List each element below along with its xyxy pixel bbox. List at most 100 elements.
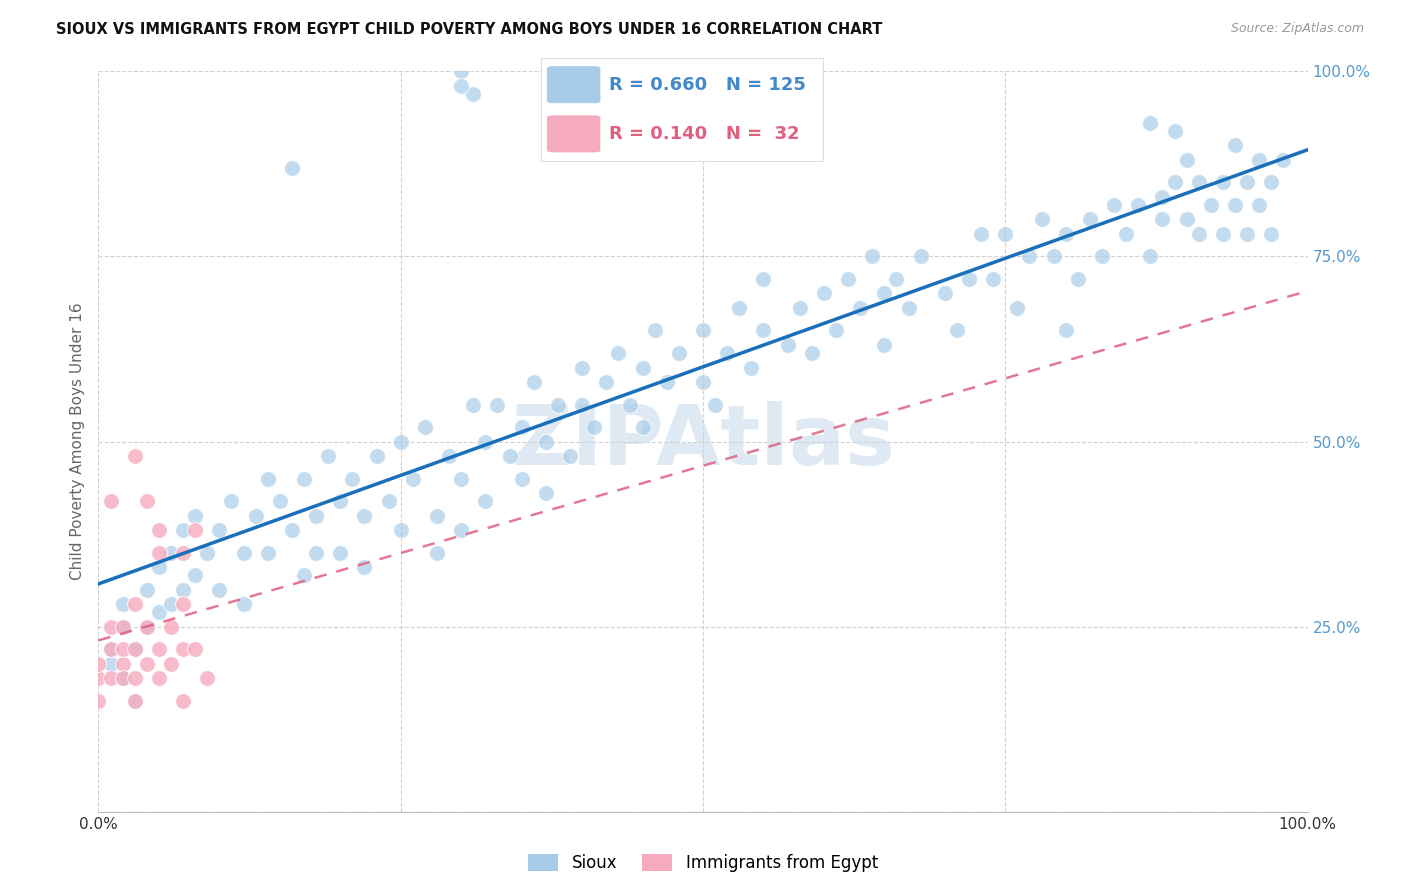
Point (1115, 227, 1137, 242)
Point (111, 672, 134, 686)
Point (934, 286, 956, 301)
Point (160, 598, 183, 612)
Point (1199, 197, 1222, 211)
Point (148, 546, 170, 560)
Point (1188, 175, 1211, 190)
Point (450, 64, 472, 78)
Point (463, 87, 485, 101)
Point (450, 524, 472, 538)
FancyBboxPatch shape (547, 66, 600, 103)
Point (523, 376, 546, 390)
Point (450, 79, 472, 94)
Point (413, 419, 436, 434)
Point (825, 324, 848, 338)
Point (1031, 212, 1053, 227)
Point (245, 508, 267, 523)
Point (571, 360, 593, 375)
Point (837, 271, 859, 285)
Point (124, 641, 146, 656)
Point (1054, 324, 1077, 338)
Point (1152, 190, 1174, 204)
Point (1139, 116, 1161, 130)
Point (957, 271, 980, 285)
Point (981, 271, 1004, 285)
Point (776, 338, 799, 352)
Point (1249, 197, 1271, 211)
Point (402, 471, 425, 485)
Point (1223, 138, 1246, 153)
Point (1260, 227, 1282, 242)
FancyBboxPatch shape (547, 115, 600, 153)
Point (100, 619, 122, 633)
Point (281, 524, 304, 538)
Point (305, 546, 328, 560)
Point (692, 324, 714, 338)
Point (148, 524, 170, 538)
Point (619, 398, 641, 412)
Point (886, 271, 908, 285)
Text: R = 0.660   N = 125: R = 0.660 N = 125 (609, 76, 806, 94)
Text: SIOUX VS IMMIGRANTS FROM EGYPT CHILD POVERTY AMONG BOYS UNDER 16 CORRELATION CHA: SIOUX VS IMMIGRANTS FROM EGYPT CHILD POV… (56, 22, 883, 37)
Point (208, 524, 231, 538)
Point (789, 301, 811, 316)
Point (510, 471, 533, 485)
Point (124, 641, 146, 656)
Point (474, 434, 496, 449)
Point (111, 619, 134, 633)
Point (148, 672, 170, 686)
Point (377, 493, 399, 508)
Point (1236, 227, 1258, 242)
Point (148, 560, 170, 574)
Point (195, 672, 218, 686)
Point (498, 450, 520, 464)
Point (1018, 250, 1040, 264)
Point (1249, 153, 1271, 168)
Point (124, 694, 146, 708)
Point (172, 582, 194, 597)
Point (644, 324, 666, 338)
Point (437, 450, 460, 464)
Point (1102, 197, 1125, 211)
Point (752, 271, 775, 285)
Point (281, 161, 304, 175)
Point (463, 398, 485, 412)
Point (148, 605, 170, 619)
Point (910, 250, 932, 264)
Point (111, 657, 134, 671)
Point (1175, 153, 1198, 168)
Point (571, 398, 593, 412)
Point (292, 471, 315, 485)
Point (172, 598, 194, 612)
Point (87, 694, 110, 708)
Point (800, 345, 823, 359)
Point (813, 286, 835, 301)
Point (873, 286, 896, 301)
Text: ZIPAtlas: ZIPAtlas (510, 401, 896, 482)
Point (1163, 123, 1185, 137)
Point (692, 376, 714, 390)
Point (100, 641, 122, 656)
Point (329, 493, 352, 508)
Point (87, 672, 110, 686)
Point (184, 567, 207, 582)
Point (172, 546, 194, 560)
Point (1163, 175, 1185, 190)
Point (547, 398, 569, 412)
Point (389, 524, 412, 538)
Point (1067, 271, 1090, 285)
Point (426, 508, 449, 523)
Point (655, 376, 678, 390)
Point (474, 493, 496, 508)
Point (752, 324, 775, 338)
Point (305, 508, 328, 523)
Point (1260, 175, 1282, 190)
Point (558, 450, 581, 464)
Text: Source: ZipAtlas.com: Source: ZipAtlas.com (1230, 22, 1364, 36)
Point (256, 471, 278, 485)
Point (849, 301, 872, 316)
Point (111, 619, 134, 633)
Point (970, 227, 993, 242)
Point (172, 641, 194, 656)
Point (1152, 212, 1174, 227)
Point (184, 524, 207, 538)
